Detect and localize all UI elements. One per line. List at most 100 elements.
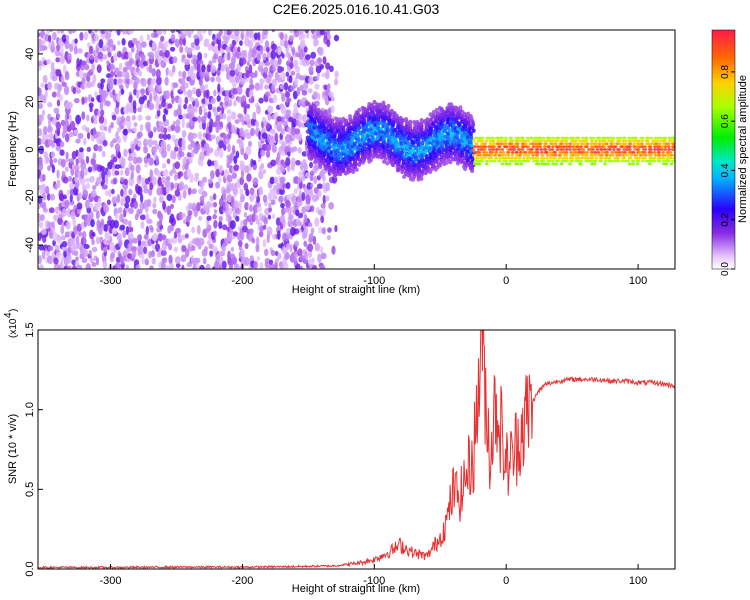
spectrogram-cell xyxy=(78,192,82,200)
spectrogram-cell xyxy=(623,142,628,146)
spectrogram-cell xyxy=(670,159,675,163)
spectrogram-cell xyxy=(282,120,288,127)
spectrogram-cell xyxy=(84,167,88,176)
spectrogram-cell xyxy=(49,193,56,201)
spectrogram-cell xyxy=(631,159,636,163)
spectrogram-cell xyxy=(227,121,232,130)
spectrogram-cell xyxy=(116,50,122,58)
spectrogram-cell xyxy=(205,263,211,269)
spectrogram-cell xyxy=(512,148,517,151)
spectrogram-cell xyxy=(145,115,152,121)
spectrogram-cell xyxy=(151,257,156,265)
spectrogram-cell xyxy=(496,139,501,143)
spectrogram-cell xyxy=(652,156,657,160)
spectrogram-cell xyxy=(570,156,575,160)
spectrogram-cell xyxy=(506,150,511,154)
spectrogram-cell xyxy=(192,54,198,60)
spectrogram-cell xyxy=(39,93,44,102)
spectrogram-cell xyxy=(215,168,221,178)
spectrogram-cell xyxy=(483,142,487,146)
spectrogram-cell xyxy=(480,139,485,143)
snr-y-label: SNR (10 * v/v) xyxy=(7,414,19,484)
spectrogram-cell xyxy=(144,258,149,266)
spectrogram-cell xyxy=(103,90,109,98)
spectrogram-cell xyxy=(277,230,281,240)
spectrogram-cell xyxy=(328,202,334,210)
spectrogram-cell xyxy=(81,60,87,66)
spectrogram-cell xyxy=(249,204,253,213)
spectrogram-cell xyxy=(50,151,56,158)
spectrogram-cell xyxy=(77,231,83,237)
spectrogram-cell xyxy=(123,128,129,136)
spectrogram-cell xyxy=(326,83,331,90)
spectrogram-cell xyxy=(533,142,538,146)
spectrogram-cell xyxy=(163,40,169,48)
spectrogram-cell xyxy=(295,159,301,166)
spectrogram-cell xyxy=(412,120,417,125)
spectrogram-cell xyxy=(64,71,70,81)
spectrogram-cell xyxy=(548,153,553,157)
spectrogram-cell xyxy=(509,136,513,140)
spectrogram-x-tick-label: -300 xyxy=(100,275,122,287)
spectrogram-cell xyxy=(522,159,527,163)
spectrogram-cell xyxy=(38,221,44,229)
spectrogram-cell xyxy=(672,156,675,160)
spectrogram-cell xyxy=(237,46,241,52)
spectrogram-cell xyxy=(504,162,509,166)
spectrogram-cell xyxy=(618,153,622,157)
spectrogram-cell xyxy=(298,113,303,121)
spectrogram-cell xyxy=(260,149,266,157)
spectrogram-cell xyxy=(91,237,95,246)
spectrogram-cell xyxy=(279,39,286,47)
spectrogram-cell xyxy=(620,159,625,163)
spectrogram-cell xyxy=(607,156,612,160)
spectrogram-cell xyxy=(184,96,189,105)
snr-x-tick-label: 0 xyxy=(503,575,509,587)
spectrogram-cell xyxy=(138,174,142,181)
spectrogram-cell xyxy=(283,207,290,213)
spectrogram-cell xyxy=(285,109,292,116)
spectrogram-cell xyxy=(226,115,232,123)
spectrogram-cell xyxy=(535,153,540,157)
spectrogram-cell xyxy=(299,161,304,172)
spectrogram-x-tick-label: 0 xyxy=(503,275,509,287)
spectrogram-cell xyxy=(126,119,132,130)
spectrogram-cell xyxy=(272,190,278,198)
spectrogram-cell xyxy=(160,100,167,108)
spectrogram-cell xyxy=(65,220,71,230)
spectrogram-cell xyxy=(127,51,133,59)
spectrogram-cell xyxy=(656,148,661,151)
spectrogram-cell xyxy=(198,237,205,246)
spectrogram-cell xyxy=(264,257,271,264)
spectrogram-cell xyxy=(155,69,161,79)
spectrogram-cell xyxy=(634,136,638,140)
spectrogram-cell xyxy=(195,143,201,151)
spectrogram-cell xyxy=(64,199,70,208)
spectrogram-cell xyxy=(61,34,67,43)
spectrogram-cell xyxy=(76,202,83,210)
spectrogram-cell xyxy=(536,162,541,166)
spectrogram-cell xyxy=(81,77,86,85)
spectrogram-cell xyxy=(251,237,256,244)
spectrogram-cell xyxy=(38,213,42,223)
spectrogram-cell xyxy=(480,136,485,140)
spectrogram-cell xyxy=(191,245,196,251)
spectrogram-cell xyxy=(581,150,586,154)
spectrogram-cell xyxy=(210,65,217,73)
spectrogram-cell xyxy=(163,127,168,134)
spectrogram-cell xyxy=(523,139,528,143)
spectrogram-cell xyxy=(637,156,641,160)
spectrogram-cell xyxy=(597,142,602,146)
spectrogram-cell xyxy=(114,67,120,73)
spectrogram-cell xyxy=(297,147,302,154)
spectrogram-cell xyxy=(458,105,463,110)
spectrogram-cell xyxy=(111,114,117,121)
spectrogram-cell xyxy=(466,111,471,117)
spectrogram-cell xyxy=(313,105,318,110)
spectrogram-cell xyxy=(643,156,647,160)
spectrogram-cell xyxy=(243,218,248,227)
spectrogram-cell xyxy=(297,177,302,184)
spectrogram-cell xyxy=(285,243,291,250)
spectrogram-cell xyxy=(285,91,291,98)
spectrogram-cell xyxy=(540,150,544,154)
